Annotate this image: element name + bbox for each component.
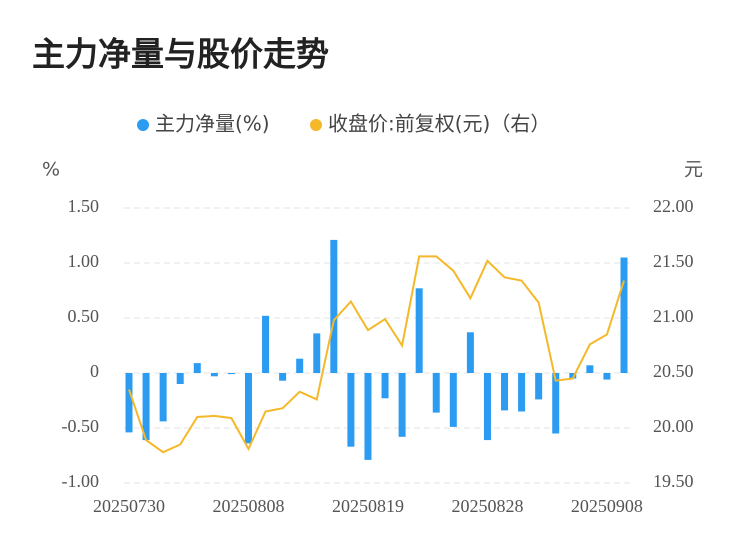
x-tick-label: 20250730 [93, 496, 165, 516]
y2-tick-label: 19.50 [653, 471, 694, 491]
bar [210, 373, 218, 377]
bar [159, 373, 167, 422]
bar [364, 373, 372, 460]
y-unit: % [42, 159, 60, 181]
bar [176, 373, 184, 384]
bar [398, 373, 406, 437]
y-tick-label: 0.50 [68, 306, 100, 326]
bar [227, 373, 235, 375]
y2-unit: 元 [684, 159, 703, 181]
bar [142, 373, 150, 441]
bar [535, 373, 543, 400]
chart-title: 主力净量与股价走势 [32, 35, 329, 74]
bar [330, 239, 338, 373]
y-tick-label: 1.00 [68, 251, 100, 271]
bar [193, 363, 201, 373]
legend-label: 收盘价:前复权(元)（右） [328, 112, 550, 136]
y-tick-label: 1.50 [68, 196, 100, 216]
y-tick-label: 0 [90, 361, 99, 381]
legend-marker [310, 119, 322, 131]
bar [262, 315, 270, 373]
bar [483, 373, 491, 441]
bar [501, 373, 509, 411]
price-line [128, 255, 625, 454]
y2-tick-label: 21.00 [653, 306, 694, 326]
x-tick-label: 20250908 [571, 496, 643, 516]
y-tick-label: -1.00 [62, 471, 100, 491]
bar [432, 373, 440, 413]
x-tick-label: 20250819 [332, 496, 404, 516]
bar [620, 257, 628, 373]
bar [347, 373, 355, 447]
bar [586, 365, 594, 373]
bar [449, 373, 457, 427]
y2-tick-label: 20.00 [653, 416, 694, 436]
legend-marker [137, 119, 149, 131]
y2-tick-label: 21.50 [653, 251, 694, 271]
x-tick-label: 20250828 [451, 496, 523, 516]
y2-tick-label: 20.50 [653, 361, 694, 381]
bar [296, 358, 304, 373]
bar [125, 373, 133, 433]
bar [569, 373, 577, 379]
bar [518, 373, 526, 412]
bar [603, 373, 611, 380]
x-tick-label: 20250808 [212, 496, 284, 516]
bar [552, 373, 560, 434]
bar [415, 288, 423, 373]
bar [244, 373, 252, 444]
legend-label: 主力净量(%) [155, 112, 270, 136]
y2-tick-label: 22.00 [653, 196, 694, 216]
y-tick-label: -0.50 [62, 416, 100, 436]
bar [466, 332, 474, 373]
bar [313, 333, 321, 373]
bar [381, 373, 389, 399]
bar [279, 373, 287, 381]
